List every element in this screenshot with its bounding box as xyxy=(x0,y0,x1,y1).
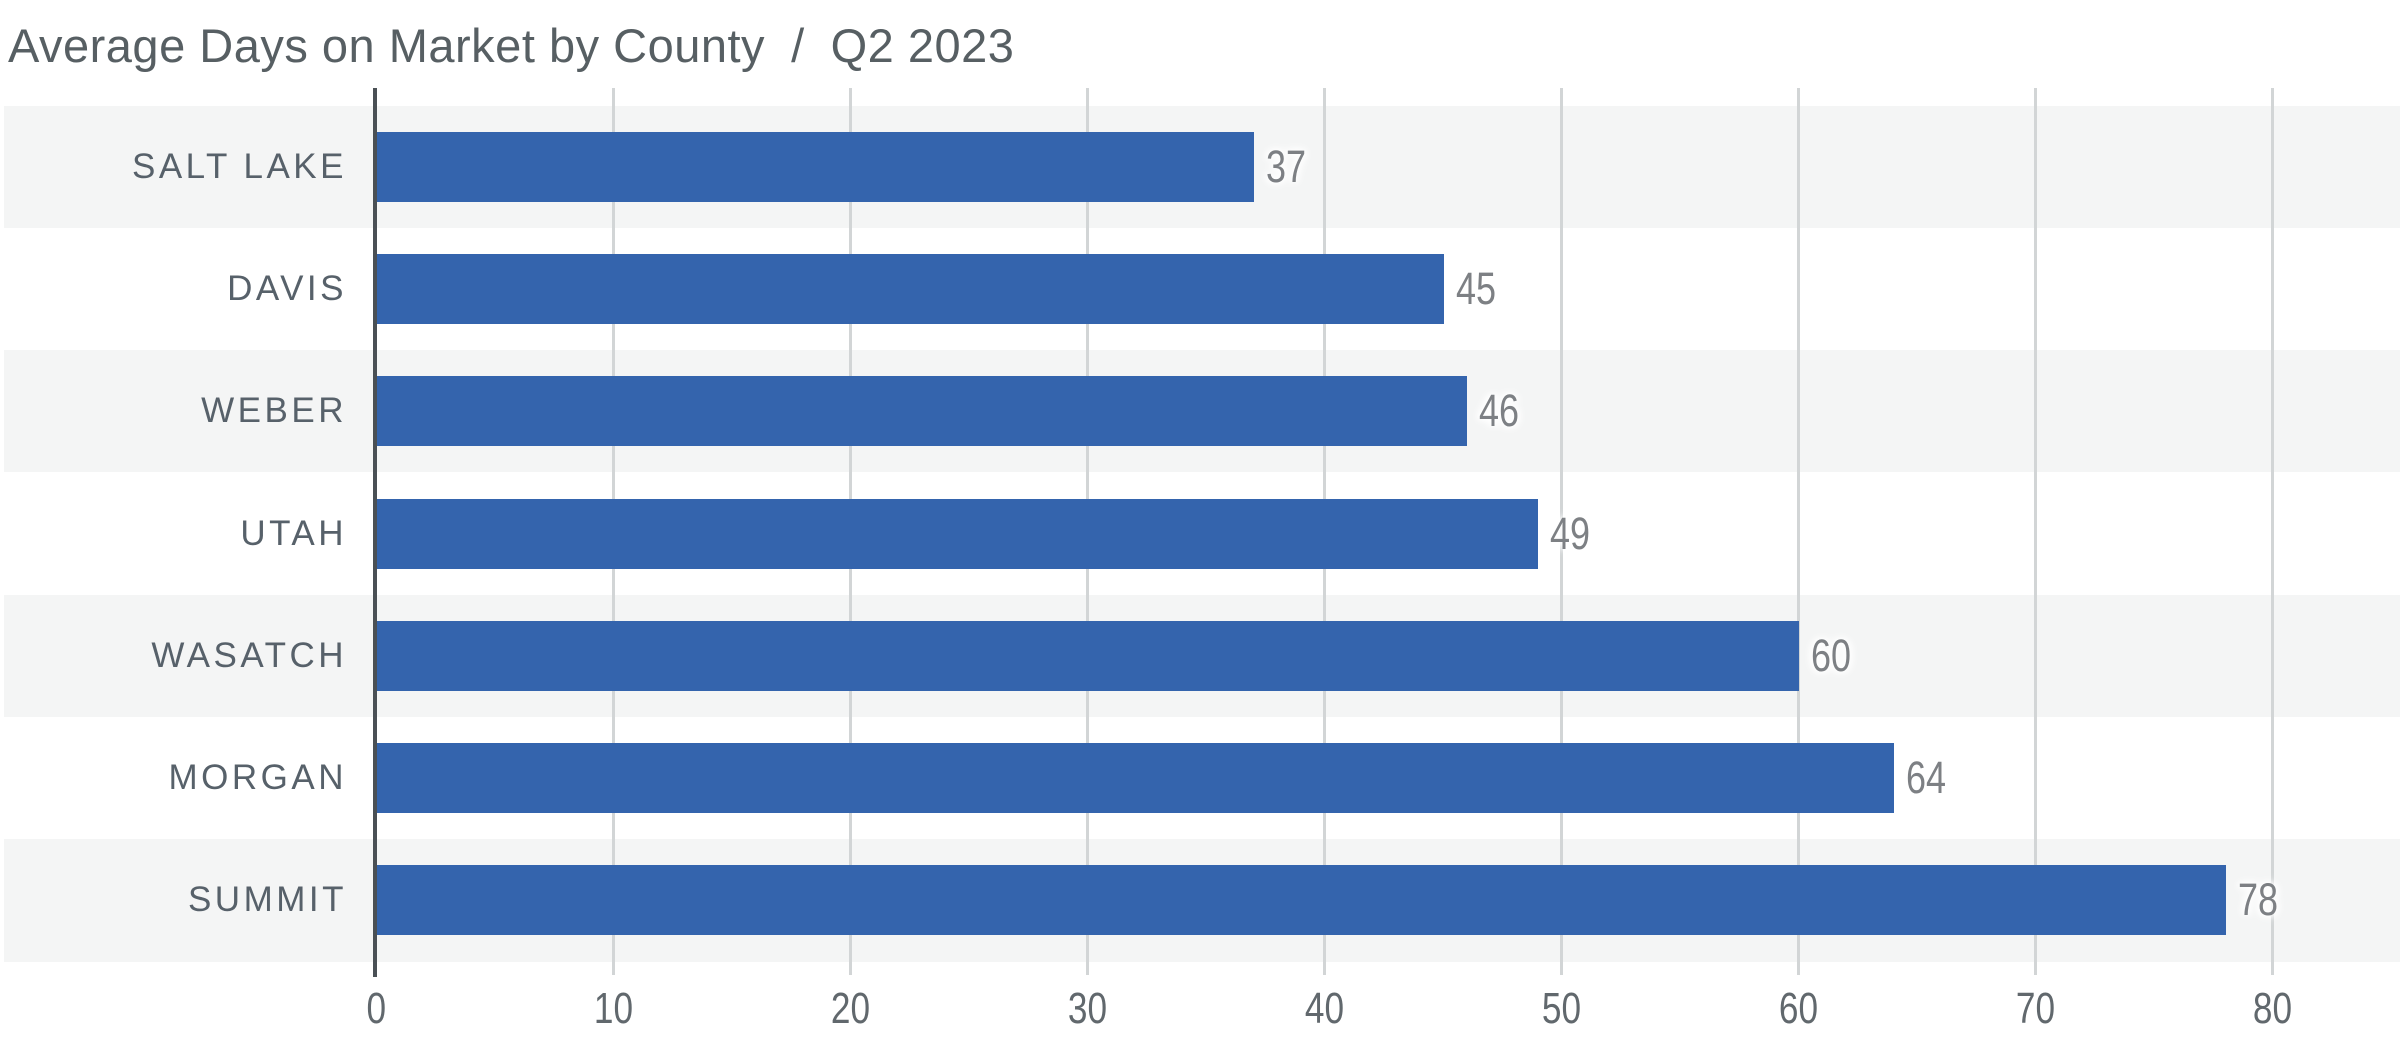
x-tick-label-60: 60 xyxy=(1728,984,1868,1034)
y-axis-line xyxy=(373,88,377,977)
x-tick-label-30: 30 xyxy=(1017,984,1157,1034)
value-label-weber: 46 xyxy=(1479,350,1529,472)
category-label-wasatch: WASATCH xyxy=(151,635,347,675)
value-utah: 49 xyxy=(1550,507,1591,559)
chart-title-main: Average Days on Market by County xyxy=(8,19,766,72)
value-label-davis: 45 xyxy=(1456,228,1506,350)
gridline-70 xyxy=(2033,88,2037,975)
bar-morgan xyxy=(377,743,1894,814)
x-tick-label-40: 40 xyxy=(1254,984,1394,1034)
value-summit: 78 xyxy=(2237,874,2278,926)
x-tick-value-30: 30 xyxy=(1067,984,1107,1033)
x-tick-label-50: 50 xyxy=(1491,984,1631,1034)
category-label-weber: WEBER xyxy=(201,391,347,431)
value-label-salt-lake: 37 xyxy=(1266,106,1316,228)
x-tick-value-60: 60 xyxy=(1778,984,1818,1033)
x-tick-value-80: 80 xyxy=(2252,984,2292,1033)
value-wasatch: 60 xyxy=(1811,629,1852,681)
value-label-morgan: 64 xyxy=(1906,717,1956,839)
value-davis: 45 xyxy=(1455,262,1496,314)
x-tick-value-0: 0 xyxy=(366,984,386,1033)
category-label-summit: SUMMIT xyxy=(187,880,347,920)
x-tick-value-40: 40 xyxy=(1304,984,1344,1033)
x-tick-value-20: 20 xyxy=(830,984,870,1033)
category-label-davis: DAVIS xyxy=(227,268,347,308)
bar-weber xyxy=(377,376,1468,447)
bar-summit xyxy=(377,865,2226,936)
x-tick-label-10: 10 xyxy=(543,984,683,1034)
x-tick-label-0: 0 xyxy=(306,984,446,1034)
bar-salt-lake xyxy=(377,131,1254,202)
bar-utah xyxy=(377,498,1539,569)
value-salt-lake: 37 xyxy=(1265,140,1306,192)
x-tick-label-70: 70 xyxy=(1965,984,2105,1034)
gridline-50 xyxy=(1559,88,1563,975)
x-tick-label-80: 80 xyxy=(2202,984,2342,1034)
value-label-utah: 49 xyxy=(1550,472,1600,594)
bar-wasatch xyxy=(377,620,1799,691)
x-tick-value-50: 50 xyxy=(1541,984,1581,1033)
x-tick-value-70: 70 xyxy=(2015,984,2055,1033)
gridline-80 xyxy=(2270,88,2274,975)
category-label-salt-lake: SALT LAKE xyxy=(131,146,347,186)
category-label-utah: UTAH xyxy=(240,513,347,553)
chart-title-separator: / xyxy=(791,19,805,72)
value-label-summit: 78 xyxy=(2238,839,2288,961)
value-label-wasatch: 60 xyxy=(1811,595,1861,717)
x-tick-value-10: 10 xyxy=(593,984,633,1033)
category-label-morgan: MORGAN xyxy=(168,758,347,798)
value-weber: 46 xyxy=(1479,385,1520,437)
bar-davis xyxy=(377,253,1444,324)
page-title: Average Days on Market by County / Q2 2023 xyxy=(8,18,1014,73)
x-tick-label-20: 20 xyxy=(780,984,920,1034)
chart-title-period: Q2 2023 xyxy=(830,19,1015,72)
gridline-60 xyxy=(1796,88,1800,975)
value-morgan: 64 xyxy=(1905,752,1946,804)
